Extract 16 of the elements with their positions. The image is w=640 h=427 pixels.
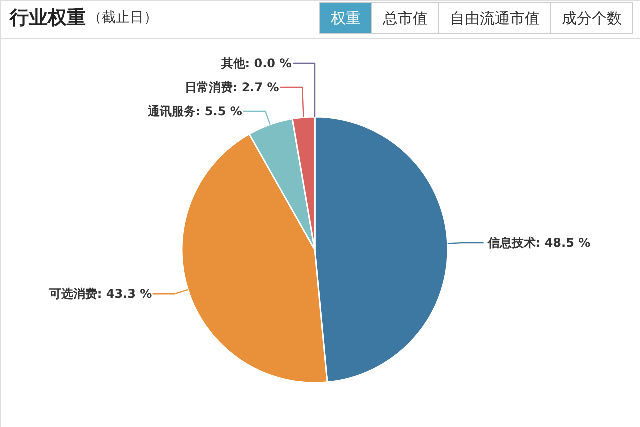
text: 权重 (330, 10, 361, 28)
slice-label: 可选消费 (48, 287, 98, 302)
data-label: : 48.5 % (536, 236, 591, 250)
chart-title: 行业权重 (9, 7, 86, 29)
slice-label: 日常消费 (184, 80, 233, 95)
slice-label: 信息技术 (486, 236, 536, 250)
text: : 0.0 % (245, 56, 292, 71)
text: 自由流通市值 (450, 10, 540, 28)
text: 总市值 (382, 10, 428, 28)
slice-label: 通讯服务 (146, 104, 196, 119)
data-label: : 5.5 % (196, 104, 242, 119)
data-label: : 43.3 % (97, 287, 152, 302)
text: 成分个数 (562, 10, 622, 28)
data-label: : 2.7 % (232, 80, 280, 95)
category-label: 其他 (221, 56, 246, 71)
chart-subtitle: （截止日） (88, 10, 158, 26)
